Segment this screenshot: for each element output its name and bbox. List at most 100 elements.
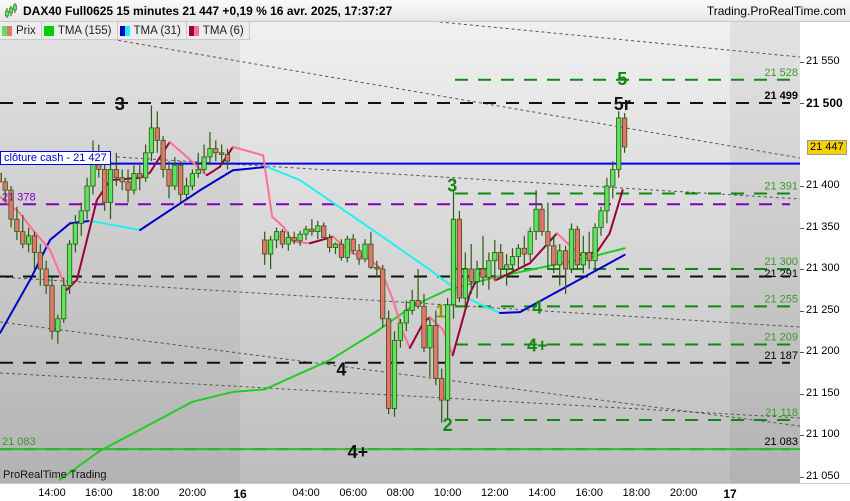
legend-item-tma-31[interactable]: TMA (31) xyxy=(117,22,187,40)
ma-segment xyxy=(451,292,472,357)
legend-swatch xyxy=(2,25,12,36)
ma-segment xyxy=(498,311,521,314)
ma-segment xyxy=(148,141,171,174)
candle-down xyxy=(20,231,26,245)
level-label: 21 209 xyxy=(764,332,798,344)
level-label: 21 499 xyxy=(764,90,798,102)
legend-label: TMA (31) xyxy=(133,24,181,37)
x-tick-label: 10:00 xyxy=(433,487,462,499)
candle-down xyxy=(433,325,439,379)
candle-down xyxy=(374,266,380,270)
candle-up xyxy=(403,310,409,324)
indicator-legend: Prix TMA (155) TMA (31) TMA (6) xyxy=(0,22,250,40)
candle-up xyxy=(201,156,207,170)
candle-down xyxy=(456,218,463,299)
ma-segment xyxy=(402,331,411,349)
legend-item-prix[interactable]: Prix xyxy=(0,22,42,40)
wave-label: 4+ xyxy=(348,442,369,462)
y-tick xyxy=(800,227,804,229)
ma-segment xyxy=(528,232,558,265)
ma-segment xyxy=(97,425,147,453)
y-tick-label: 21 100 xyxy=(806,428,840,440)
ma-segment xyxy=(31,228,52,251)
level-label: 21 187 xyxy=(764,350,798,362)
ma-segment xyxy=(271,215,285,228)
candle-down xyxy=(326,237,333,248)
last-price-badge: 21 447 xyxy=(807,139,847,155)
wave-label: 5 xyxy=(617,69,627,89)
candle-up xyxy=(55,318,61,332)
candle-up xyxy=(148,127,155,154)
trendline xyxy=(0,276,800,328)
legend-item-tma-6[interactable]: TMA (6) xyxy=(186,22,250,40)
candle-up xyxy=(616,117,622,170)
cash-close-label: clôture cash - 21 427 xyxy=(0,150,111,165)
candle-down xyxy=(2,181,8,191)
wave-label: 1 xyxy=(436,302,446,322)
candle-up xyxy=(131,173,137,191)
candle-down xyxy=(368,243,374,268)
legend-item-tma-155[interactable]: TMA (155) xyxy=(41,22,118,40)
ma-segment xyxy=(231,145,265,157)
ma-segment xyxy=(493,266,543,279)
candle-up xyxy=(189,173,195,187)
candle-down xyxy=(37,251,43,270)
ma-segment xyxy=(495,262,531,281)
x-tick-label: 16:00 xyxy=(575,487,603,499)
x-tick-label: 18:00 xyxy=(622,487,651,499)
candle-up xyxy=(533,208,539,233)
ma-segment xyxy=(299,179,381,236)
wave-label: 2 xyxy=(443,415,453,435)
candle-up xyxy=(362,243,368,260)
time-axis[interactable]: 14:00 16:00 18:00 20:00 16 04:00 06:00 08:00 10:… xyxy=(0,483,850,501)
candle-up xyxy=(78,210,84,224)
candle-up xyxy=(344,238,350,258)
ma-segment xyxy=(266,165,302,182)
y-tick-label: 21 400 xyxy=(806,179,840,191)
x-tick-label: 12:00 xyxy=(481,487,509,499)
x-tick-label: 04:00 xyxy=(292,487,320,499)
candle-down xyxy=(262,239,268,255)
x-tick-label: 16 xyxy=(233,487,247,501)
ma-segment xyxy=(328,330,378,362)
y-tick xyxy=(800,269,804,270)
candle-up xyxy=(474,268,480,282)
candle-down xyxy=(480,268,486,278)
candle-down xyxy=(119,177,125,183)
chart-title: DAX40 Full0625 15 minutes 21 447 +0,19 %… xyxy=(23,4,393,18)
candle-up xyxy=(315,225,321,233)
y-tick xyxy=(800,352,804,353)
ma-segment xyxy=(199,169,234,192)
legend-label: TMA (155) xyxy=(57,24,112,37)
ma-segment xyxy=(88,219,142,231)
y-tick-label: 21 550 xyxy=(806,54,840,67)
candle-down xyxy=(539,208,545,233)
ma-segment xyxy=(608,189,624,235)
ma-segment xyxy=(518,253,626,314)
ma-segment xyxy=(205,165,221,177)
candle-down xyxy=(622,117,628,148)
candle-down xyxy=(574,228,581,266)
legend-swatch xyxy=(43,25,54,36)
candle-up xyxy=(72,222,78,245)
candle-up xyxy=(207,148,213,158)
candle-down xyxy=(385,318,392,409)
y-tick xyxy=(800,393,804,395)
candle-up xyxy=(462,268,468,299)
legend-label: TMA (6) xyxy=(202,24,244,37)
y-tick xyxy=(800,435,804,436)
trendline xyxy=(0,372,800,419)
candle-up xyxy=(397,322,404,341)
y-tick xyxy=(800,186,804,187)
candle-up xyxy=(527,231,533,255)
price-axis[interactable]: 21 550 21 500 21 400 21 350 21 300 21 250 21 2… xyxy=(800,22,850,483)
candle-up xyxy=(450,218,457,306)
candlestick-icon xyxy=(5,3,17,18)
candle-down xyxy=(125,181,131,191)
candle-down xyxy=(421,305,427,349)
level-label: 21 083 xyxy=(2,436,36,448)
candle-down xyxy=(102,168,108,203)
candle-up xyxy=(84,185,90,212)
